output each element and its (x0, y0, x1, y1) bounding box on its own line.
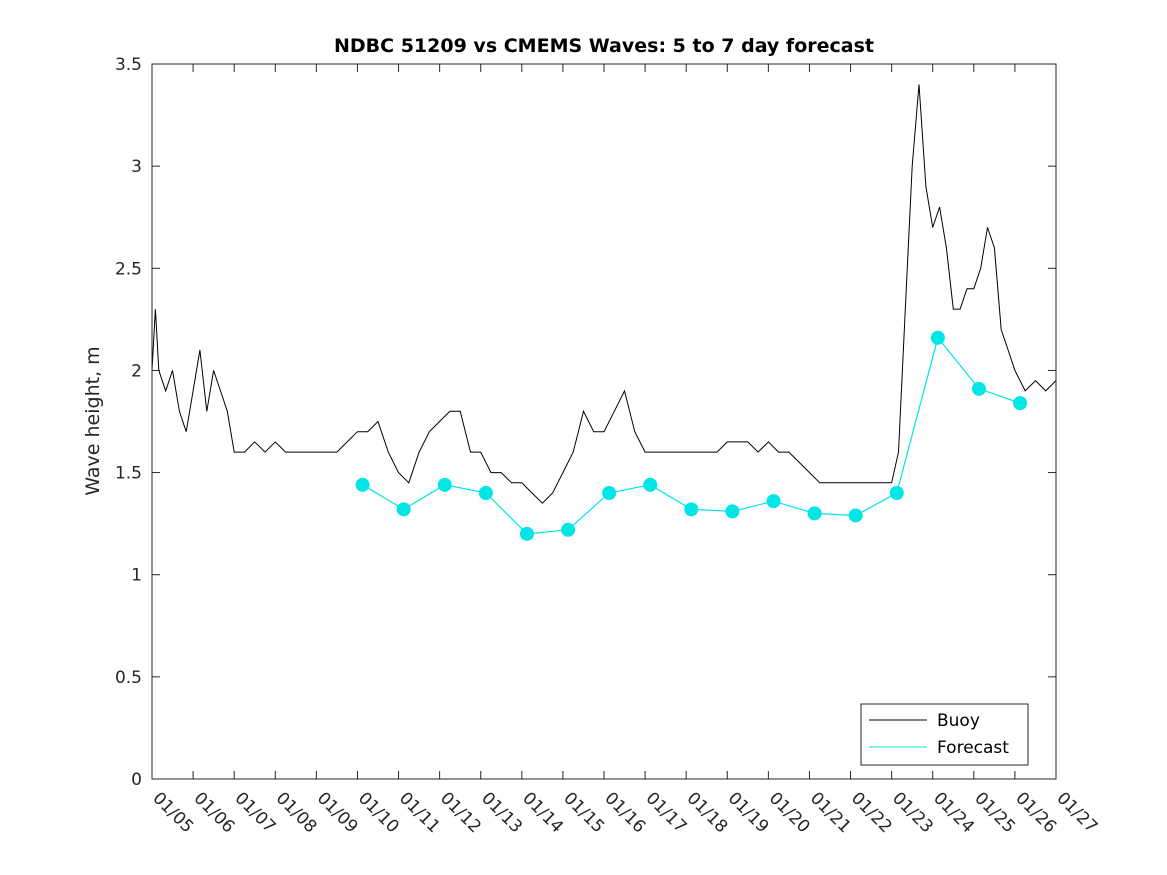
y-tick-label: 0 (131, 770, 142, 790)
x-tick-label: 01/05 (148, 788, 197, 837)
buoy-line (151, 84, 1057, 504)
x-tick-label: 01/14 (518, 788, 567, 837)
forecast-point (725, 504, 740, 519)
forecast-point (519, 526, 534, 541)
x-tick-label: 01/20 (765, 788, 814, 837)
y-tick-label: 0.5 (115, 668, 142, 688)
x-tick-label: 01/18 (683, 788, 732, 837)
y-tick-label: 1 (131, 566, 142, 586)
y-tick-label: 3 (131, 157, 142, 177)
x-tick-label: 01/06 (190, 788, 239, 837)
x-tick-label: 01/15 (559, 788, 608, 837)
x-tick-label: 01/27 (1052, 788, 1101, 837)
forecast-point (355, 477, 370, 492)
x-tick-label: 01/22 (847, 788, 896, 837)
forecast-point (478, 486, 493, 500)
y-tick-label: 2 (131, 361, 142, 381)
y-tick-label: 1.5 (115, 464, 142, 484)
x-tick-label: 01/13 (477, 788, 526, 837)
legend-label-buoy: Buoy (937, 711, 980, 731)
chart-title: NDBC 51209 vs CMEMS Waves: 5 to 7 day fo… (334, 35, 874, 57)
x-tick-label: 01/17 (642, 788, 691, 837)
y-tick-label: 2.5 (115, 259, 142, 279)
x-tick-label: 01/21 (806, 788, 855, 837)
x-tick-label: 01/07 (231, 788, 280, 837)
forecast-point (848, 508, 863, 523)
x-tick-label: 01/10 (354, 788, 403, 837)
x-tick-label: 01/26 (1011, 788, 1060, 837)
forecast-point (930, 330, 945, 345)
plot-area (152, 64, 1056, 779)
forecast-point (684, 502, 699, 517)
legend-label-forecast: Forecast (937, 738, 1009, 758)
forecast-point (766, 494, 781, 509)
x-tick-label: 01/23 (888, 788, 937, 837)
x-tick-label: 01/19 (724, 788, 773, 837)
legend-box (860, 703, 1029, 766)
x-tick-label: 01/09 (313, 788, 362, 837)
forecast-point (643, 477, 658, 492)
forecast-markers (355, 330, 1028, 541)
x-tick-label: 01/25 (970, 788, 1019, 837)
x-tick-label: 01/24 (929, 788, 978, 837)
forecast-point (889, 486, 904, 500)
forecast-point (561, 522, 576, 537)
forecast-point (396, 502, 411, 517)
y-tick-label: 3.5 (115, 55, 142, 75)
buoy-series (151, 84, 1057, 504)
forecast-point (1013, 396, 1028, 411)
forecast-point (437, 477, 452, 492)
forecast-point (602, 486, 617, 500)
forecast-point (971, 381, 986, 396)
forecast-point (807, 506, 822, 521)
x-tick-label: 01/08 (272, 788, 321, 837)
legend: Buoy Forecast (860, 703, 1029, 766)
y-axis-title: Wave height, m (82, 346, 104, 495)
x-tick-label: 01/12 (436, 788, 485, 837)
y-axis-ticks: 0 0.5 1 1.5 2 2.5 3 3.5 (115, 55, 1056, 790)
x-tick-label: 01/11 (395, 788, 444, 837)
x-tick-label: 01/16 (600, 788, 649, 837)
